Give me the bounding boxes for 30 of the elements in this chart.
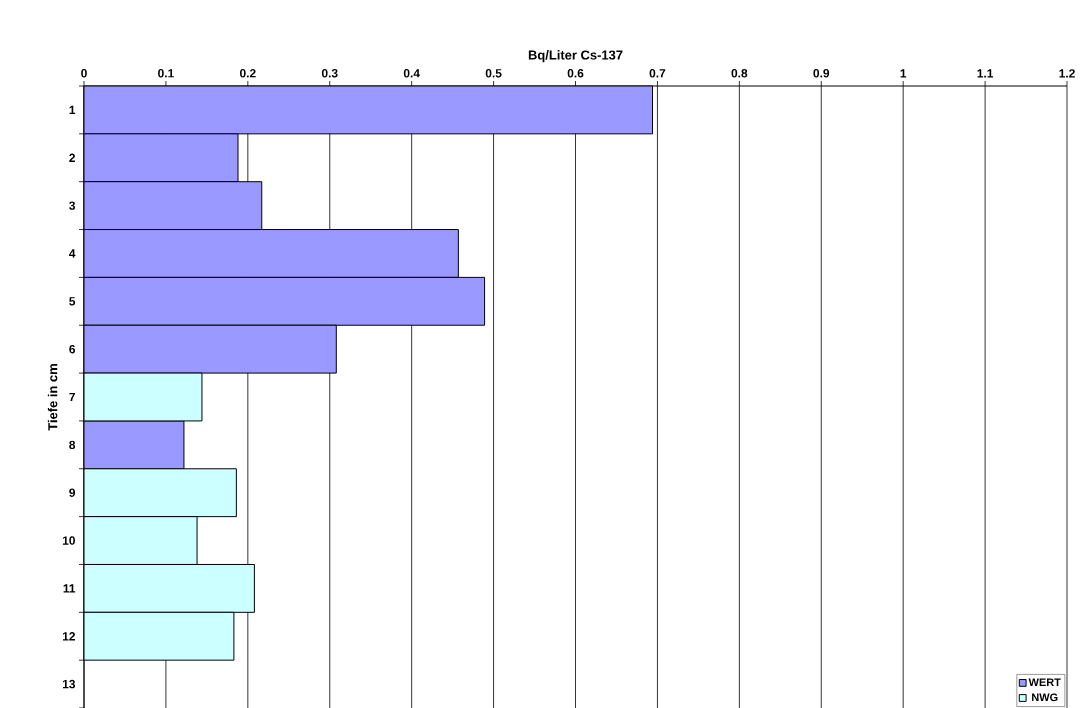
y-tick-label: 2 [69, 153, 75, 162]
x-tick-label: 1.2 [1059, 68, 1075, 78]
legend-label: NWG [1032, 693, 1058, 701]
x-tick-label: 0.5 [485, 68, 502, 78]
y-tick-label: 8 [69, 440, 76, 449]
x-tick-label: 0 [81, 68, 87, 78]
x-tick-label: 0.8 [731, 68, 748, 78]
y-tick-label: 9 [69, 488, 76, 497]
y-tick-label: 11 [63, 584, 76, 593]
y-tick-label: 7 [69, 392, 75, 401]
x-tick-label: 0.4 [403, 68, 420, 78]
y-tick-label: 1 [69, 105, 76, 114]
y-tick-label: 5 [69, 296, 76, 306]
y-tick-label: 12 [62, 631, 75, 641]
x-axis-title: Bq/Liter Cs-137 [528, 49, 623, 62]
x-tick-label: 0.6 [567, 68, 584, 78]
y-tick-label: 10 [62, 536, 75, 545]
y-tick-label: 6 [69, 344, 76, 354]
y-tick-label: 13 [62, 679, 76, 689]
x-tick-label: 1 [900, 69, 907, 78]
y-tick-label: 4 [69, 249, 76, 258]
x-tick-label: 0.7 [649, 68, 666, 78]
y-tick-label: 3 [69, 201, 76, 210]
legend-label: WERT [1028, 678, 1061, 686]
x-tick-label: 1.1 [977, 69, 994, 78]
x-tick-label: 0.9 [813, 68, 830, 78]
x-tick-label: 0.1 [158, 68, 174, 78]
x-tick-label: 0.3 [321, 68, 338, 78]
x-tick-label: 0.2 [240, 68, 256, 78]
y-axis-title: Tiefe in cm [47, 363, 58, 431]
